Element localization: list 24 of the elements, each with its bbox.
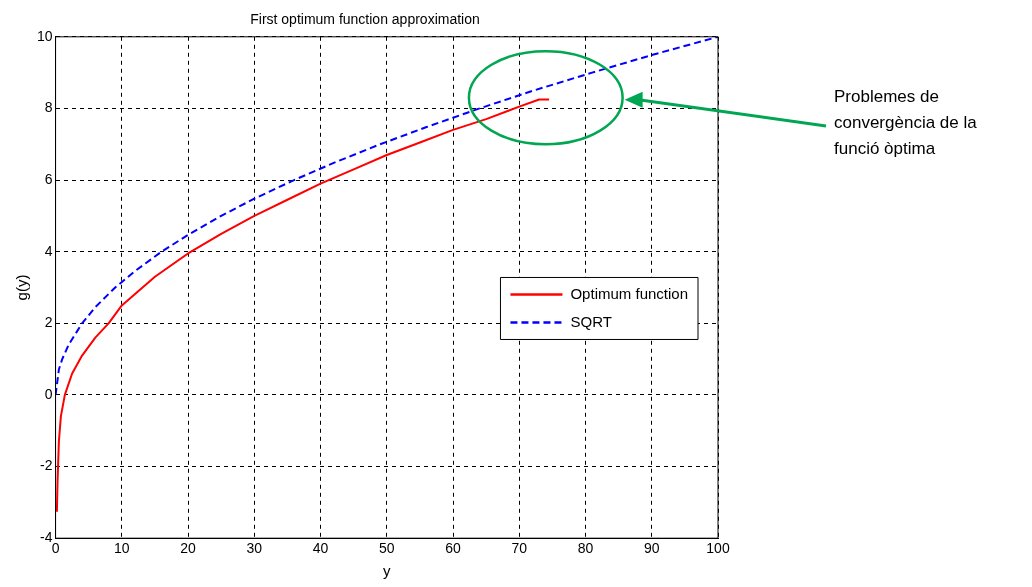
y-tick-label: -2 [40, 457, 53, 474]
legend-label: SQRT [570, 312, 612, 330]
y-axis-title: g(y) [13, 274, 31, 301]
x-tick-label: 50 [379, 540, 395, 557]
y-tick-label: 8 [44, 99, 53, 116]
y-tick-label: 10 [36, 27, 53, 44]
chart-title: First optimum function approximation [250, 11, 480, 28]
y-tick-label: 4 [44, 242, 53, 259]
x-tick-label: 80 [577, 540, 594, 557]
x-tick-label: 40 [312, 540, 329, 557]
x-tick-label: 100 [706, 540, 730, 557]
text: Problemes de convergència de la funció òptima [834, 86, 978, 160]
x-axis-title: y [383, 562, 392, 580]
y-tick-label: -4 [40, 529, 53, 546]
x-tick-label: 30 [246, 540, 263, 557]
y-tick-label: 6 [44, 170, 53, 187]
y-tick-label: 0 [44, 385, 53, 402]
x-tick-label: 60 [445, 540, 462, 557]
legend-label: Optimum function [570, 284, 688, 302]
x-tick-label: 20 [180, 540, 197, 557]
y-tick-label: 2 [44, 314, 53, 331]
x-tick-label: 10 [114, 540, 130, 557]
x-tick-label: 70 [511, 540, 528, 557]
x-tick-label: 90 [643, 540, 660, 557]
